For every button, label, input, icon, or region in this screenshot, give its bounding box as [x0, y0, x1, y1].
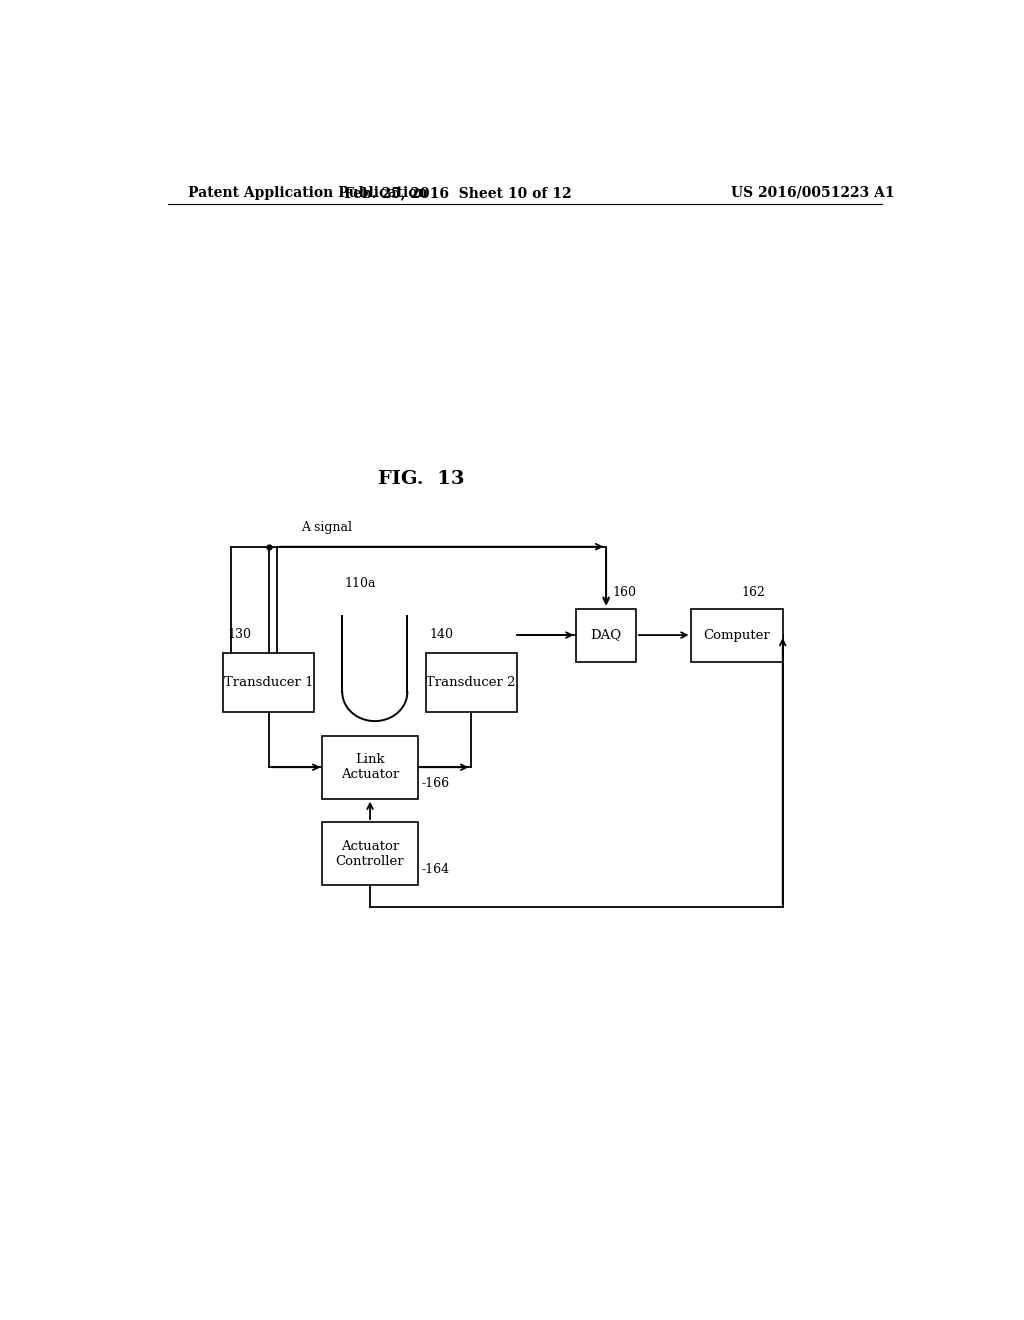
Text: 160: 160 [612, 586, 636, 598]
Text: Patent Application Publication: Patent Application Publication [187, 186, 427, 199]
Text: Feb. 25, 2016  Sheet 10 of 12: Feb. 25, 2016 Sheet 10 of 12 [343, 186, 571, 199]
Bar [426, 653, 517, 713]
Text: Transducer 2: Transducer 2 [426, 676, 516, 689]
Text: -164: -164 [422, 863, 450, 876]
Text: 162: 162 [741, 586, 766, 598]
Text: 130: 130 [227, 628, 251, 642]
Bar [577, 609, 636, 661]
Bar [323, 822, 418, 886]
Bar [323, 735, 418, 799]
Bar [223, 653, 314, 713]
Text: Computer: Computer [703, 628, 770, 642]
Text: US 2016/0051223 A1: US 2016/0051223 A1 [731, 186, 895, 199]
Text: Link
Actuator: Link Actuator [341, 754, 399, 781]
Bar [691, 609, 782, 661]
Text: DAQ: DAQ [591, 628, 622, 642]
Text: A signal: A signal [301, 521, 352, 535]
Text: 110a: 110a [344, 577, 376, 590]
Text: 140: 140 [430, 628, 454, 642]
Text: FIG.  13: FIG. 13 [379, 470, 465, 487]
Text: Actuator
Controller: Actuator Controller [336, 840, 404, 867]
Text: Transducer 1: Transducer 1 [224, 676, 313, 689]
Text: -166: -166 [422, 777, 450, 789]
